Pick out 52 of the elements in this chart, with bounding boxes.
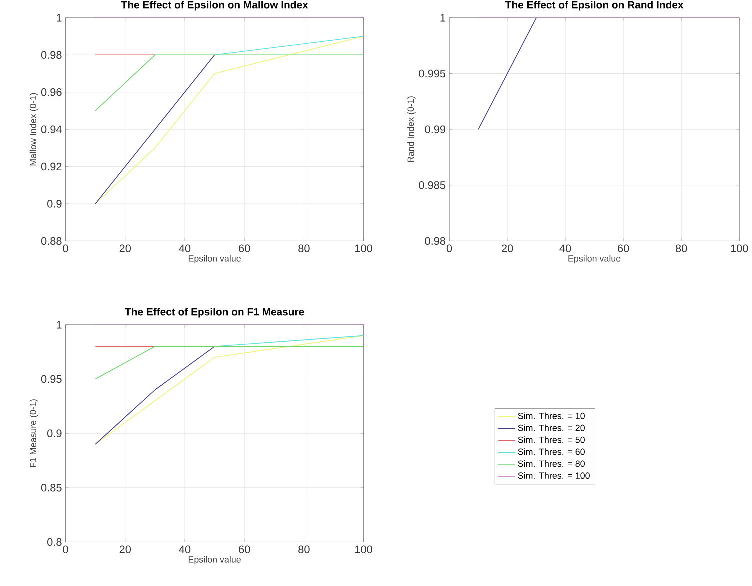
- x-tick-label: 60: [239, 244, 250, 252]
- y-tick-label: 0.94: [41, 126, 62, 134]
- y-axis-title: F1 Measure (0-1): [30, 400, 38, 468]
- y-tick-label: 0.9: [48, 430, 62, 438]
- legend-label: Sim. Thres. = 10: [518, 412, 585, 420]
- x-tick-label: 20: [502, 244, 514, 252]
- y-tick-label: 0.98: [41, 51, 62, 59]
- legend-label: Sim. Thres. = 20: [518, 424, 585, 432]
- x-axis-title: Epsilon value: [568, 255, 621, 264]
- x-axis-title: Epsilon value: [188, 255, 241, 264]
- y-tick-label: 0.92: [41, 162, 62, 171]
- legend-label: Sim. Thres. = 60: [518, 448, 585, 456]
- x-tick-label: 40: [179, 546, 191, 554]
- y-tick-label: 0.85: [41, 484, 62, 492]
- x-tick-label: 100: [731, 244, 748, 252]
- x-tick-label: 0: [63, 546, 68, 554]
- x-tick-label: 20: [120, 244, 132, 252]
- x-tick-label: 80: [298, 244, 310, 252]
- y-tick-label: 0.95: [41, 375, 62, 384]
- line-series: [95, 36, 364, 204]
- y-tick-label: 1: [440, 14, 446, 22]
- legend-label: Sim. Thres. = 80: [518, 460, 585, 468]
- y-tick-label: 0.96: [41, 88, 62, 96]
- x-tick-label: 80: [676, 244, 688, 252]
- y-tick-label: 1: [57, 321, 62, 329]
- x-tick-label: 100: [356, 546, 372, 554]
- x-tick-label: 80: [298, 546, 310, 554]
- y-tick-label: 0.98: [425, 237, 446, 246]
- chart-title: The Effect of Epsilon on Rand Index: [505, 1, 684, 11]
- y-axis-title: Rand Index (0-1): [408, 96, 416, 162]
- x-tick-label: 100: [356, 244, 372, 252]
- y-tick-label: 0.88: [41, 237, 62, 246]
- y-tick-label: 0.99: [425, 126, 446, 134]
- x-tick-label: 60: [239, 546, 250, 554]
- y-tick-label: 0.9: [48, 200, 62, 208]
- y-tick-label: 0.8: [48, 538, 62, 546]
- y-tick-label: 0.995: [419, 70, 446, 78]
- x-tick-label: 40: [560, 244, 572, 252]
- x-tick-label: 40: [179, 244, 191, 252]
- legend-label: Sim. Thres. = 100: [518, 472, 590, 479]
- chart-title: The Effect of Epsilon on F1 Measure: [125, 308, 304, 318]
- chart-title: The Effect of Epsilon on Mallow Index: [121, 1, 308, 11]
- legend-label: Sim. Thres. = 50: [518, 436, 585, 444]
- x-tick-label: 20: [120, 546, 132, 554]
- x-tick-label: 60: [618, 244, 630, 252]
- line-series: [95, 335, 364, 445]
- x-axis-title: Epsilon value: [188, 556, 241, 565]
- x-tick-label: 0: [446, 244, 452, 252]
- y-tick-label: 0.985: [419, 182, 446, 190]
- y-axis-title: Mallow Index (0-1): [30, 93, 38, 166]
- x-tick-label: 0: [63, 244, 68, 252]
- y-tick-label: 1: [57, 14, 62, 22]
